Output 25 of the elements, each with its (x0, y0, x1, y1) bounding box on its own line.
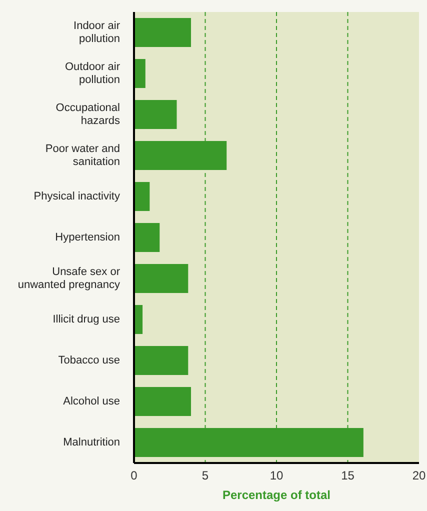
y-tick-label: Indoor air pollution (74, 20, 120, 45)
bar (134, 223, 160, 252)
bar (134, 18, 191, 47)
y-tick-label: Illicit drug use (52, 313, 120, 326)
x-tick-label: 10 (270, 468, 284, 483)
x-tick-label: 5 (202, 468, 209, 483)
x-tick-label: 0 (130, 468, 138, 483)
y-tick-label: Alcohol use (63, 395, 120, 408)
bar (134, 182, 150, 211)
bar (134, 264, 188, 293)
x-tick-label: 20 (412, 468, 426, 483)
y-tick-label: Malnutrition (63, 436, 120, 448)
bar (134, 100, 177, 129)
bar (134, 59, 146, 88)
y-tick-label: Poor water and sanitation (45, 142, 120, 168)
y-tick-label: Occupational hazards (56, 102, 120, 127)
y-tick-label: Unsafe sex or unwanted pregnancy (18, 266, 120, 291)
x-axis-title: Percentage of total (222, 488, 331, 502)
y-tick-label: Outdoor air pollution (64, 60, 120, 86)
bar (134, 346, 188, 375)
x-tick-label: 15 (341, 468, 355, 483)
y-tick-label: Physical inactivity (34, 190, 120, 202)
y-tick-label: Tobacco use (58, 354, 120, 366)
y-tick-label: Hypertension (55, 231, 120, 244)
bar (134, 387, 191, 416)
